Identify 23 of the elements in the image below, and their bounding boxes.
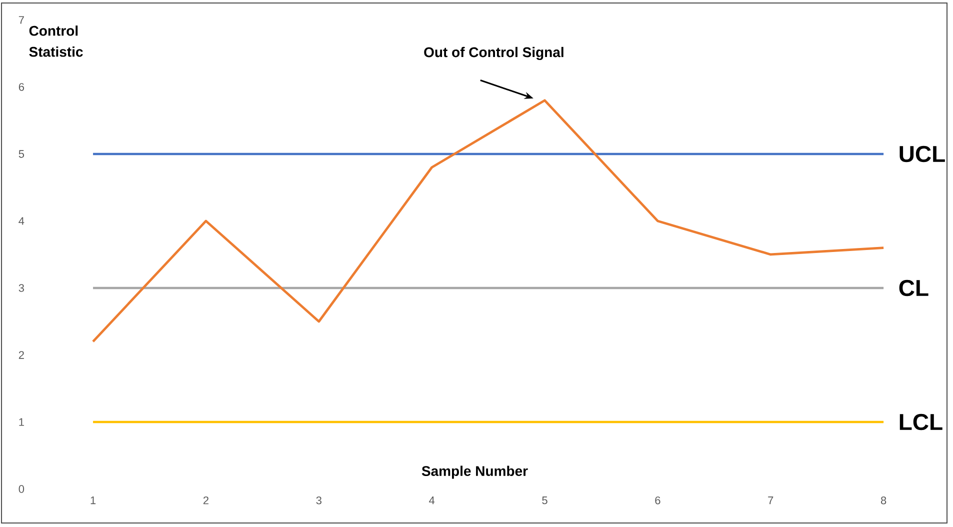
annotation: Out of Control Signal bbox=[424, 46, 564, 60]
ref-line-label: CL bbox=[899, 280, 928, 296]
y-tick-label: 1 bbox=[19, 418, 24, 426]
y-tick-label: 6 bbox=[18, 83, 24, 91]
y-tick-label: 5 bbox=[18, 150, 24, 158]
x-tick-label: 1 bbox=[90, 496, 96, 504]
x-tick-label: 3 bbox=[316, 496, 322, 504]
x-tick-label: 8 bbox=[880, 496, 886, 504]
ref-line-label: UCL bbox=[900, 146, 945, 162]
y-tick-label: 0 bbox=[18, 485, 24, 493]
x-axis-title: Sample Number bbox=[422, 466, 528, 479]
y-tick-label: 4 bbox=[18, 217, 24, 225]
x-tick-label: 6 bbox=[655, 496, 660, 504]
ref-line-label: LCL bbox=[900, 414, 942, 430]
x-tick-label: 5 bbox=[542, 496, 548, 504]
y-axis-title: Control Statistic bbox=[29, 26, 83, 57]
y-tick-label: 7 bbox=[18, 16, 24, 24]
line-series bbox=[92, 99, 885, 343]
x-tick-label: 2 bbox=[203, 496, 208, 504]
x-tick-label: 7 bbox=[768, 496, 774, 504]
y-tick-label: 2 bbox=[18, 351, 24, 359]
x-tick-label: 4 bbox=[429, 496, 435, 504]
y-tick-label: 3 bbox=[18, 284, 24, 292]
